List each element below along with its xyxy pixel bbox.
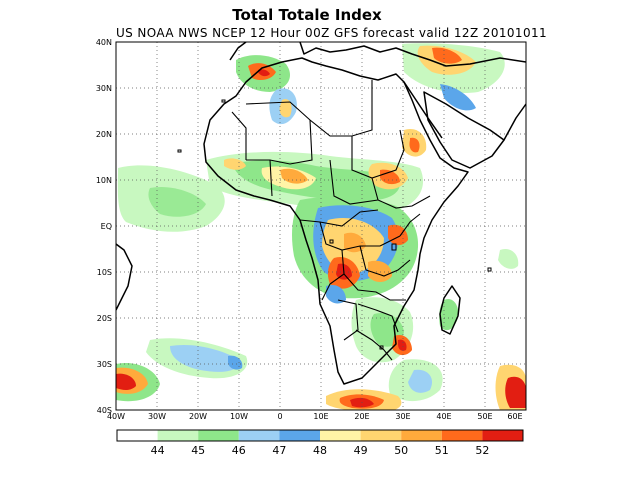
- legend-label-52: 52: [475, 444, 489, 457]
- legend-swatch-6: [320, 430, 361, 441]
- longitude-axis: 40W 30W 20W 10W 0 10E 20E 30E 40E 50E 60…: [107, 412, 523, 421]
- lat-label-10n: 10N: [96, 176, 112, 185]
- europe-coastline: [229, 42, 526, 67]
- color-legend: 44 45 46 47 48 49 50 51 52: [116, 429, 524, 457]
- latitude-axis: 40N 30N 20N 10N EQ 10S 20S 30S 40S: [96, 38, 112, 415]
- legend-label-44: 44: [151, 444, 165, 457]
- lat-label-40n: 40N: [96, 38, 112, 47]
- legend-label-50: 50: [394, 444, 408, 457]
- lon-label-50e: 50E: [477, 412, 492, 421]
- lat-label-20s: 20S: [97, 314, 112, 323]
- lat-label-30s: 30S: [97, 360, 112, 369]
- lon-label-20w: 20W: [189, 412, 207, 421]
- lon-label-10w: 10W: [230, 412, 248, 421]
- lon-label-40w: 40W: [107, 412, 125, 421]
- legend-swatch-4: [238, 430, 280, 441]
- legend-label-47: 47: [272, 444, 286, 457]
- lat-label-40s: 40S: [97, 406, 112, 415]
- lon-label-60e: 60E: [507, 412, 522, 421]
- lat-label-10s: 10S: [97, 268, 112, 277]
- country-borders: [231, 80, 431, 361]
- south-america-coastline: [116, 243, 133, 311]
- map-subtitle: US NOAA NWS NCEP 12 Hour 00Z GFS forecas…: [116, 26, 548, 40]
- lon-label-20e: 20E: [354, 412, 369, 421]
- legend-swatch-9: [441, 430, 483, 441]
- legend-swatch-3: [198, 430, 239, 441]
- coastlines: [116, 42, 526, 385]
- lat-lon-gridlines: [116, 42, 526, 410]
- legend-label-49: 49: [354, 444, 368, 457]
- lon-label-40e: 40E: [436, 412, 451, 421]
- legend-swatch-7: [360, 430, 402, 441]
- lat-label-30n: 30N: [96, 84, 112, 93]
- lon-label-30e: 30E: [395, 412, 410, 421]
- africa-coastline: [203, 57, 469, 385]
- lon-label-10e: 10E: [313, 412, 328, 421]
- legend-label-48: 48: [313, 444, 327, 457]
- map-title: Total Totale Index: [232, 6, 382, 24]
- lat-label-eq: EQ: [101, 222, 112, 231]
- map-plot-area: [115, 41, 527, 411]
- lat-label-20n: 20N: [96, 130, 112, 139]
- red-sea-coast: [403, 81, 443, 139]
- legend-swatch-8: [401, 430, 442, 441]
- madagascar-coastline: [439, 285, 461, 335]
- lon-label-30w: 30W: [148, 412, 166, 421]
- legend-label-45: 45: [191, 444, 205, 457]
- legend-swatch-1: [117, 430, 158, 441]
- legend-swatch-10: [482, 430, 523, 441]
- legend-frame: [116, 429, 524, 442]
- arabia-east-coast: [503, 103, 526, 141]
- lon-label-0: 0: [277, 412, 282, 421]
- legend-label-51: 51: [435, 444, 449, 457]
- legend-swatch-5: [279, 430, 320, 441]
- legend-label-46: 46: [232, 444, 246, 457]
- plot-frame: [115, 41, 527, 411]
- islands-and-lakes: [177, 99, 492, 350]
- legend-swatch-2: [157, 430, 199, 441]
- arabia-coastline: [423, 91, 505, 169]
